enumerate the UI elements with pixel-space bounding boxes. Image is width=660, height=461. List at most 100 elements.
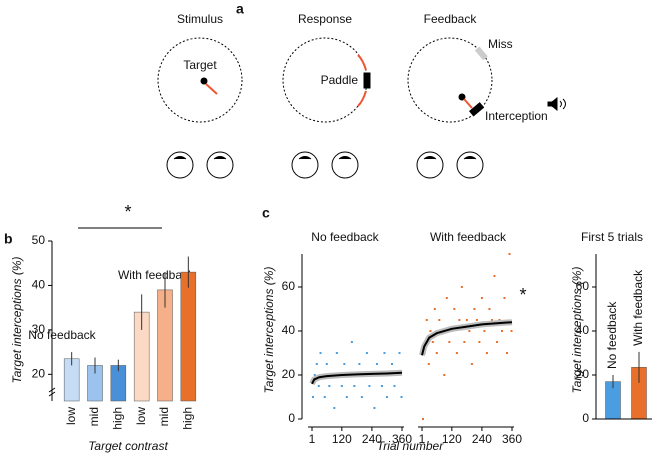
x-tick-label: low: [134, 407, 148, 425]
y-tick-label: 60: [576, 279, 590, 293]
panel-title: Response: [298, 12, 352, 26]
arrow: [205, 83, 218, 95]
dot: [373, 407, 376, 409]
fit-line: [421, 321, 513, 356]
x-axis-label: Target contrast: [88, 439, 168, 453]
category-label: No feedback: [605, 301, 619, 369]
miss-paddle: [474, 46, 488, 61]
dot: [429, 330, 432, 332]
label: Interception: [485, 109, 548, 123]
dot: [358, 363, 361, 365]
dot: [445, 297, 448, 299]
dot: [323, 396, 326, 398]
dot: [385, 396, 388, 398]
arena: [407, 37, 493, 123]
dot: [480, 297, 483, 299]
y-axis-label: Target interceptions (%): [10, 257, 24, 384]
dot: [365, 352, 368, 354]
panel-label: b: [4, 231, 13, 247]
dot: [483, 330, 486, 332]
dot: [425, 319, 428, 321]
y-tick-label: 40: [282, 323, 296, 337]
subplot-title: First 5 trials: [581, 230, 643, 244]
y-tick-label: 20: [576, 367, 590, 381]
dot: [333, 407, 336, 409]
category-label: With feedback: [631, 269, 645, 346]
y-tick-label: 20: [32, 367, 46, 381]
sound: [559, 98, 566, 110]
y-tick-label: 30: [32, 322, 46, 336]
dot: [380, 385, 383, 387]
x-tick-label: high: [181, 407, 195, 430]
target: [200, 77, 208, 85]
dot: [427, 363, 430, 365]
dot: [435, 352, 438, 354]
dot: [498, 319, 501, 321]
dot: [473, 308, 476, 310]
x-tick-label: mid: [87, 407, 101, 426]
dot: [458, 319, 461, 321]
dot: [468, 330, 471, 332]
bar: [180, 271, 197, 402]
dot: [433, 308, 436, 310]
dot: [400, 396, 403, 398]
eyes: [166, 151, 484, 179]
arrow: [357, 54, 367, 107]
arrow: [463, 98, 473, 109]
dot: [463, 341, 466, 343]
dot: [448, 341, 451, 343]
y-tick-label: 0: [288, 411, 295, 425]
dot: [319, 352, 322, 354]
dot: [398, 352, 401, 354]
x-tick-label: 120: [332, 432, 352, 446]
paddle: [469, 102, 485, 117]
dot: [478, 341, 481, 343]
dot: [383, 352, 386, 354]
x-tick-label: 240: [362, 432, 382, 446]
annotation: With feedback: [118, 268, 195, 282]
dot: [350, 341, 353, 343]
subplot-title: No feedback: [311, 230, 379, 244]
dot: [455, 352, 458, 354]
fit-line: [311, 371, 403, 385]
subplot-title: With feedback: [430, 230, 507, 244]
y-axis-label: Target interceptions (%): [262, 267, 276, 394]
dot: [490, 319, 493, 321]
dot: [390, 363, 393, 365]
dot: [465, 319, 468, 321]
arena: [157, 37, 243, 123]
dot: [475, 319, 478, 321]
speaker: [547, 96, 558, 112]
x-tick-label: high: [111, 407, 125, 430]
target: [458, 93, 466, 101]
dot: [505, 352, 508, 354]
y-tick-label: 20: [282, 367, 296, 381]
dot: [493, 275, 496, 277]
dot: [353, 385, 356, 387]
x-tick-label: 360: [392, 432, 412, 446]
y-tick-label: 60: [282, 279, 296, 293]
dot: [343, 363, 346, 365]
dot: [453, 308, 456, 310]
x-tick-label: 1: [419, 432, 426, 446]
dot: [431, 341, 434, 343]
dot: [470, 363, 473, 365]
y-tick-label: 0: [582, 411, 589, 425]
dot: [345, 396, 348, 398]
dot: [340, 385, 343, 387]
x-tick-label: low: [64, 407, 78, 425]
dot: [375, 363, 378, 365]
dot: [510, 330, 513, 332]
dot: [315, 363, 318, 365]
paddle: [363, 72, 371, 89]
dot: [328, 385, 331, 387]
dot: [488, 308, 491, 310]
panel-title: Feedback: [424, 12, 478, 26]
dot: [335, 352, 338, 354]
dot: [460, 286, 463, 288]
panel-label: a: [236, 1, 244, 17]
dot: [503, 297, 506, 299]
dot: [312, 396, 315, 398]
dot: [438, 319, 441, 321]
